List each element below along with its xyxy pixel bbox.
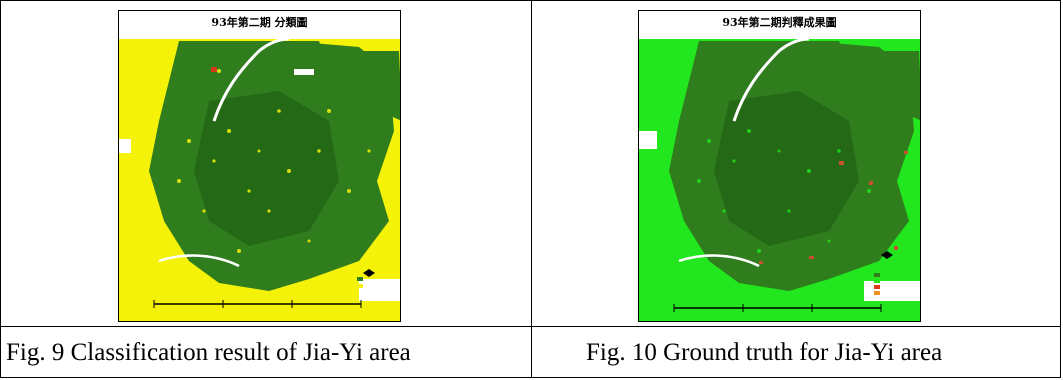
classification-map-title: 93年第二期 分類圖: [211, 16, 308, 29]
ground-truth-map-image: [639, 11, 920, 321]
river-line: [732, 37, 810, 122]
river-line: [158, 254, 240, 268]
north-arrow: [363, 269, 375, 277]
no-data-gap: [359, 279, 400, 301]
river-line: [678, 254, 760, 268]
legend-swatch: [874, 291, 880, 295]
table-row-divider: [0, 326, 1061, 327]
classification-map-figure: 93年第二期 分類圖: [118, 10, 401, 322]
red-marker: [211, 67, 217, 72]
north-arrow: [881, 251, 893, 259]
forest-patch: [869, 51, 920, 121]
ground-truth-map-figure: 93年第二期判釋成果圖: [638, 10, 921, 322]
legend-swatch: [874, 285, 880, 289]
legend-swatch: [874, 279, 880, 283]
forest-patch: [349, 51, 400, 121]
table-column-divider: [531, 0, 532, 378]
no-data-gap: [119, 139, 131, 153]
figure-10-caption: Fig. 10 Ground truth for Jia-Yi area: [586, 339, 943, 366]
legend-swatch: [357, 284, 363, 288]
map-top-band: [119, 11, 400, 39]
no-data-gap: [864, 281, 920, 301]
figure-9-caption: Fig. 9 Classification result of Jia-Yi a…: [6, 339, 411, 366]
classification-map-image: [119, 11, 400, 321]
river-line: [212, 37, 290, 122]
speckle-texture: [177, 69, 371, 253]
map-top-band: [639, 11, 920, 39]
speckle-texture: [697, 129, 871, 253]
no-data-gap: [639, 131, 657, 149]
red-patches: [759, 151, 908, 264]
legend-swatch: [874, 273, 880, 277]
legend-swatch: [357, 277, 363, 281]
ground-truth-map-title: 93年第二期判釋成果圖: [722, 16, 837, 29]
no-data-gap: [294, 69, 314, 75]
